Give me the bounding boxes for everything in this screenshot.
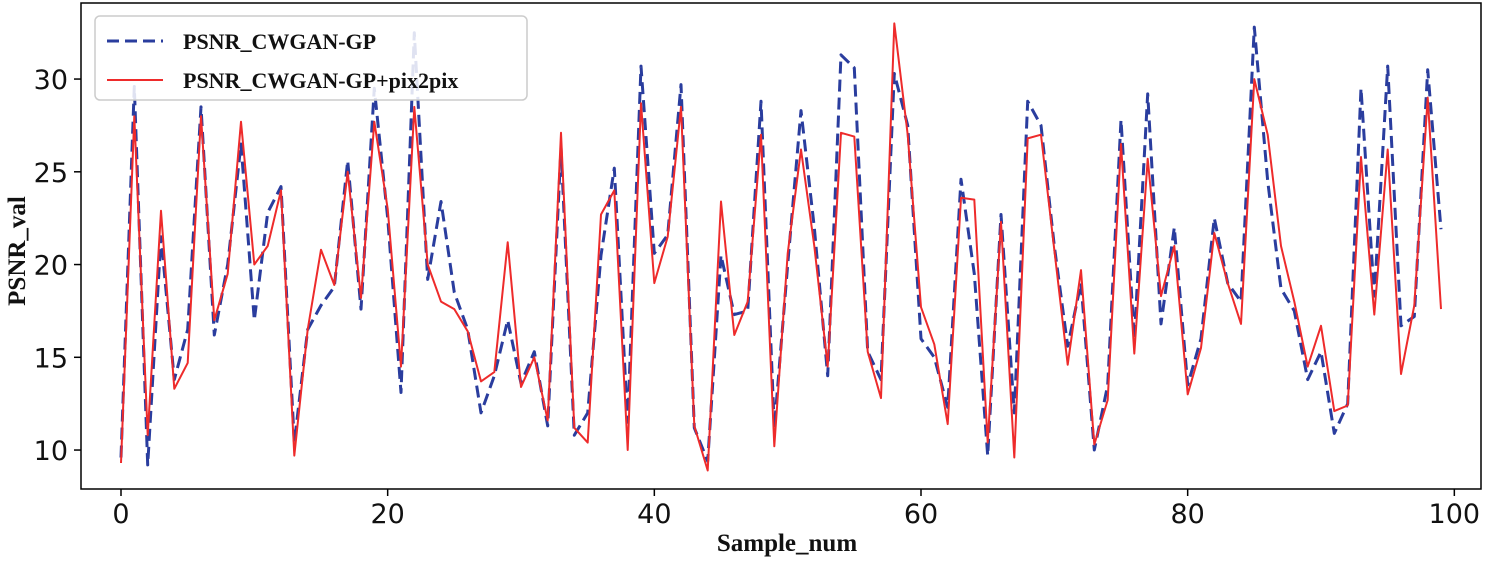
x-tick-label: 100 xyxy=(1429,499,1481,530)
y-tick-label: 25 xyxy=(34,158,68,189)
y-tick-label: 15 xyxy=(34,343,68,374)
y-tick-label: 30 xyxy=(34,65,68,96)
y-axis: 10 15 20 25 30 xyxy=(34,65,81,467)
y-tick-label: 10 xyxy=(34,436,68,467)
x-axis-title: Sample_num xyxy=(717,530,857,557)
y-tick-label: 20 xyxy=(34,251,68,282)
x-tick-label: 60 xyxy=(904,499,938,530)
x-tick-label: 20 xyxy=(370,499,404,530)
legend-box xyxy=(94,15,528,101)
x-tick-label: 40 xyxy=(637,499,671,530)
legend: PSNR_CWGAN-GP PSNR_CWGAN-GP+pix2pix xyxy=(94,15,528,101)
x-axis: 0 20 40 60 80 100 xyxy=(112,489,1480,530)
x-tick-label: 0 xyxy=(112,499,129,530)
y-axis-title: PSNR_val xyxy=(4,196,31,306)
series-line-psnr-cwgan-gp-pix2pix xyxy=(120,22,1442,472)
legend-label-psnr-cwgan-gp: PSNR_CWGAN-GP xyxy=(183,29,376,54)
legend-label-psnr-cwgan-gp-pix2pix: PSNR_CWGAN-GP+pix2pix xyxy=(183,68,458,93)
plot-frame xyxy=(80,2,1482,490)
x-tick-label: 80 xyxy=(1170,499,1204,530)
series-layer xyxy=(119,22,1443,472)
